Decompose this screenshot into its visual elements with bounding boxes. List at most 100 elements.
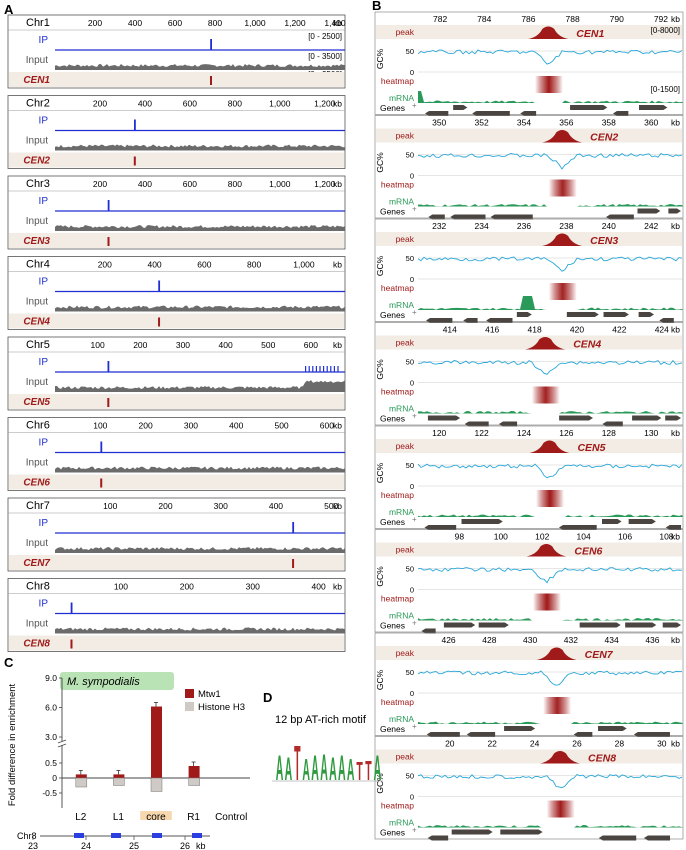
input-label: Input: [26, 297, 48, 308]
heatmap-cell: [559, 387, 560, 404]
heatmap-cell: [553, 179, 555, 197]
heatmap-cell: [561, 179, 563, 197]
locus-block: [374, 632, 684, 736]
input-coverage: [55, 466, 345, 473]
ip-label: IP: [39, 438, 49, 449]
heatmap-cell: [546, 386, 548, 404]
chromosome-tick-label: 400: [138, 99, 152, 109]
heatmap-cell: [563, 283, 565, 300]
heatmap-cell: [558, 490, 560, 507]
motif-letter: T: [294, 736, 301, 791]
heatmap-cell: [546, 76, 548, 93]
x-category-label: R1: [187, 812, 200, 823]
heatmap-cell: [560, 76, 562, 93]
motif-letter: A: [302, 752, 310, 787]
mrna-label: mRNA: [389, 507, 414, 517]
chromosome-block: [7, 256, 346, 330]
gene-arrow: [428, 214, 445, 220]
gc-label: GC%: [375, 566, 385, 587]
peak-label: peak: [396, 27, 415, 37]
heatmap-cell: [540, 386, 542, 404]
input-label: Input: [26, 55, 48, 66]
genes-label: Genes: [380, 828, 405, 838]
heatmap-cell: [545, 697, 547, 714]
heatmap-cell: [559, 179, 561, 197]
heatmap-cell: [556, 800, 558, 818]
motif-letter: A: [320, 746, 328, 788]
gene-arrow: [504, 726, 536, 731]
heatmap-cell: [552, 179, 554, 197]
heatmap-cell: [534, 593, 536, 611]
species-box: [60, 672, 174, 690]
cen-mark: [133, 156, 136, 166]
input-label: Input: [26, 619, 48, 630]
heatmap-cell: [574, 801, 575, 818]
gc-tick: 0: [410, 172, 414, 181]
peak-track-bg: [376, 335, 682, 350]
strand-plus: +: [412, 308, 417, 317]
gc-tick: 50: [406, 358, 414, 367]
chromosome-tick-label: 200: [98, 260, 112, 270]
y-tick-label: -0.5: [42, 788, 57, 798]
heatmap-cell: [573, 800, 575, 818]
gc-tick: 0: [410, 689, 414, 698]
strand-plus: +: [412, 722, 417, 731]
mrna-coverage: [418, 204, 683, 207]
ip-peak: [107, 361, 110, 372]
heatmap-cell: [536, 76, 538, 93]
heatmap-cell: [559, 490, 561, 507]
chromosome-tick-label: 100: [93, 421, 107, 431]
axis-break: [57, 743, 67, 748]
heatmap-cell: [567, 800, 569, 818]
heatmap-cell: [557, 800, 559, 818]
chromosome-tick-label: 1,000: [293, 260, 315, 270]
axis-unit: kb: [671, 739, 680, 749]
heatmap-cell: [570, 283, 572, 300]
heatmap-cell: [569, 283, 571, 300]
heatmap-cell: [541, 490, 543, 507]
heatmap-cell: [550, 490, 552, 507]
heatmap-cell: [550, 179, 552, 197]
heatmap-cell: [571, 283, 573, 300]
heatmap-cell: [551, 593, 553, 611]
gene-arrow: [427, 415, 461, 421]
chromosome-tick-label: 1,000: [269, 99, 291, 109]
ip-label: IP: [39, 277, 49, 288]
axis-unit: kb: [671, 118, 680, 128]
bar-h3: [188, 777, 200, 786]
gene-arrow: [662, 622, 681, 628]
input-coverage: [55, 380, 345, 392]
motif-title: 12 bp AT-rich motif: [275, 714, 367, 726]
cen-label: CEN5: [577, 442, 605, 454]
heatmap-cell: [533, 593, 535, 611]
gene-arrow: [490, 214, 533, 220]
gc-line: [417, 256, 683, 272]
chromosome-tick-label: 400: [138, 179, 152, 189]
heatmap-cell: [560, 594, 561, 611]
heatmap-cell: [562, 490, 564, 507]
locus-block: [374, 218, 684, 322]
cen-label: CEN6: [23, 478, 50, 489]
axis-unit: kb: [671, 325, 680, 335]
gc-tick: 0: [410, 586, 414, 595]
heatmap-cell: [538, 490, 540, 507]
locus-tick-label: 122: [475, 428, 489, 438]
locus-tick-label: 352: [475, 118, 489, 128]
heatmap-cell: [537, 490, 539, 507]
centromere-peak: [536, 647, 577, 660]
locus-tick-label: 786: [521, 14, 535, 24]
gc-tick: 0: [410, 793, 414, 802]
y-tick-label: 6.0: [45, 703, 57, 713]
mrna-coverage: [418, 618, 683, 621]
bar-mtw1: [113, 774, 125, 778]
y-tick-label: 0.5: [45, 758, 57, 768]
cen-label: CEN2: [590, 132, 618, 144]
heatmap-cell: [539, 76, 541, 93]
locus-tick-label: 108: [659, 532, 673, 542]
input-coverage: [55, 547, 345, 553]
heatmap-cell: [554, 386, 556, 404]
gene-arrow: [466, 732, 496, 737]
cen-track-bg: [9, 555, 344, 570]
locus-tick-label: 360: [644, 118, 658, 128]
heatmap-cell: [560, 179, 562, 197]
